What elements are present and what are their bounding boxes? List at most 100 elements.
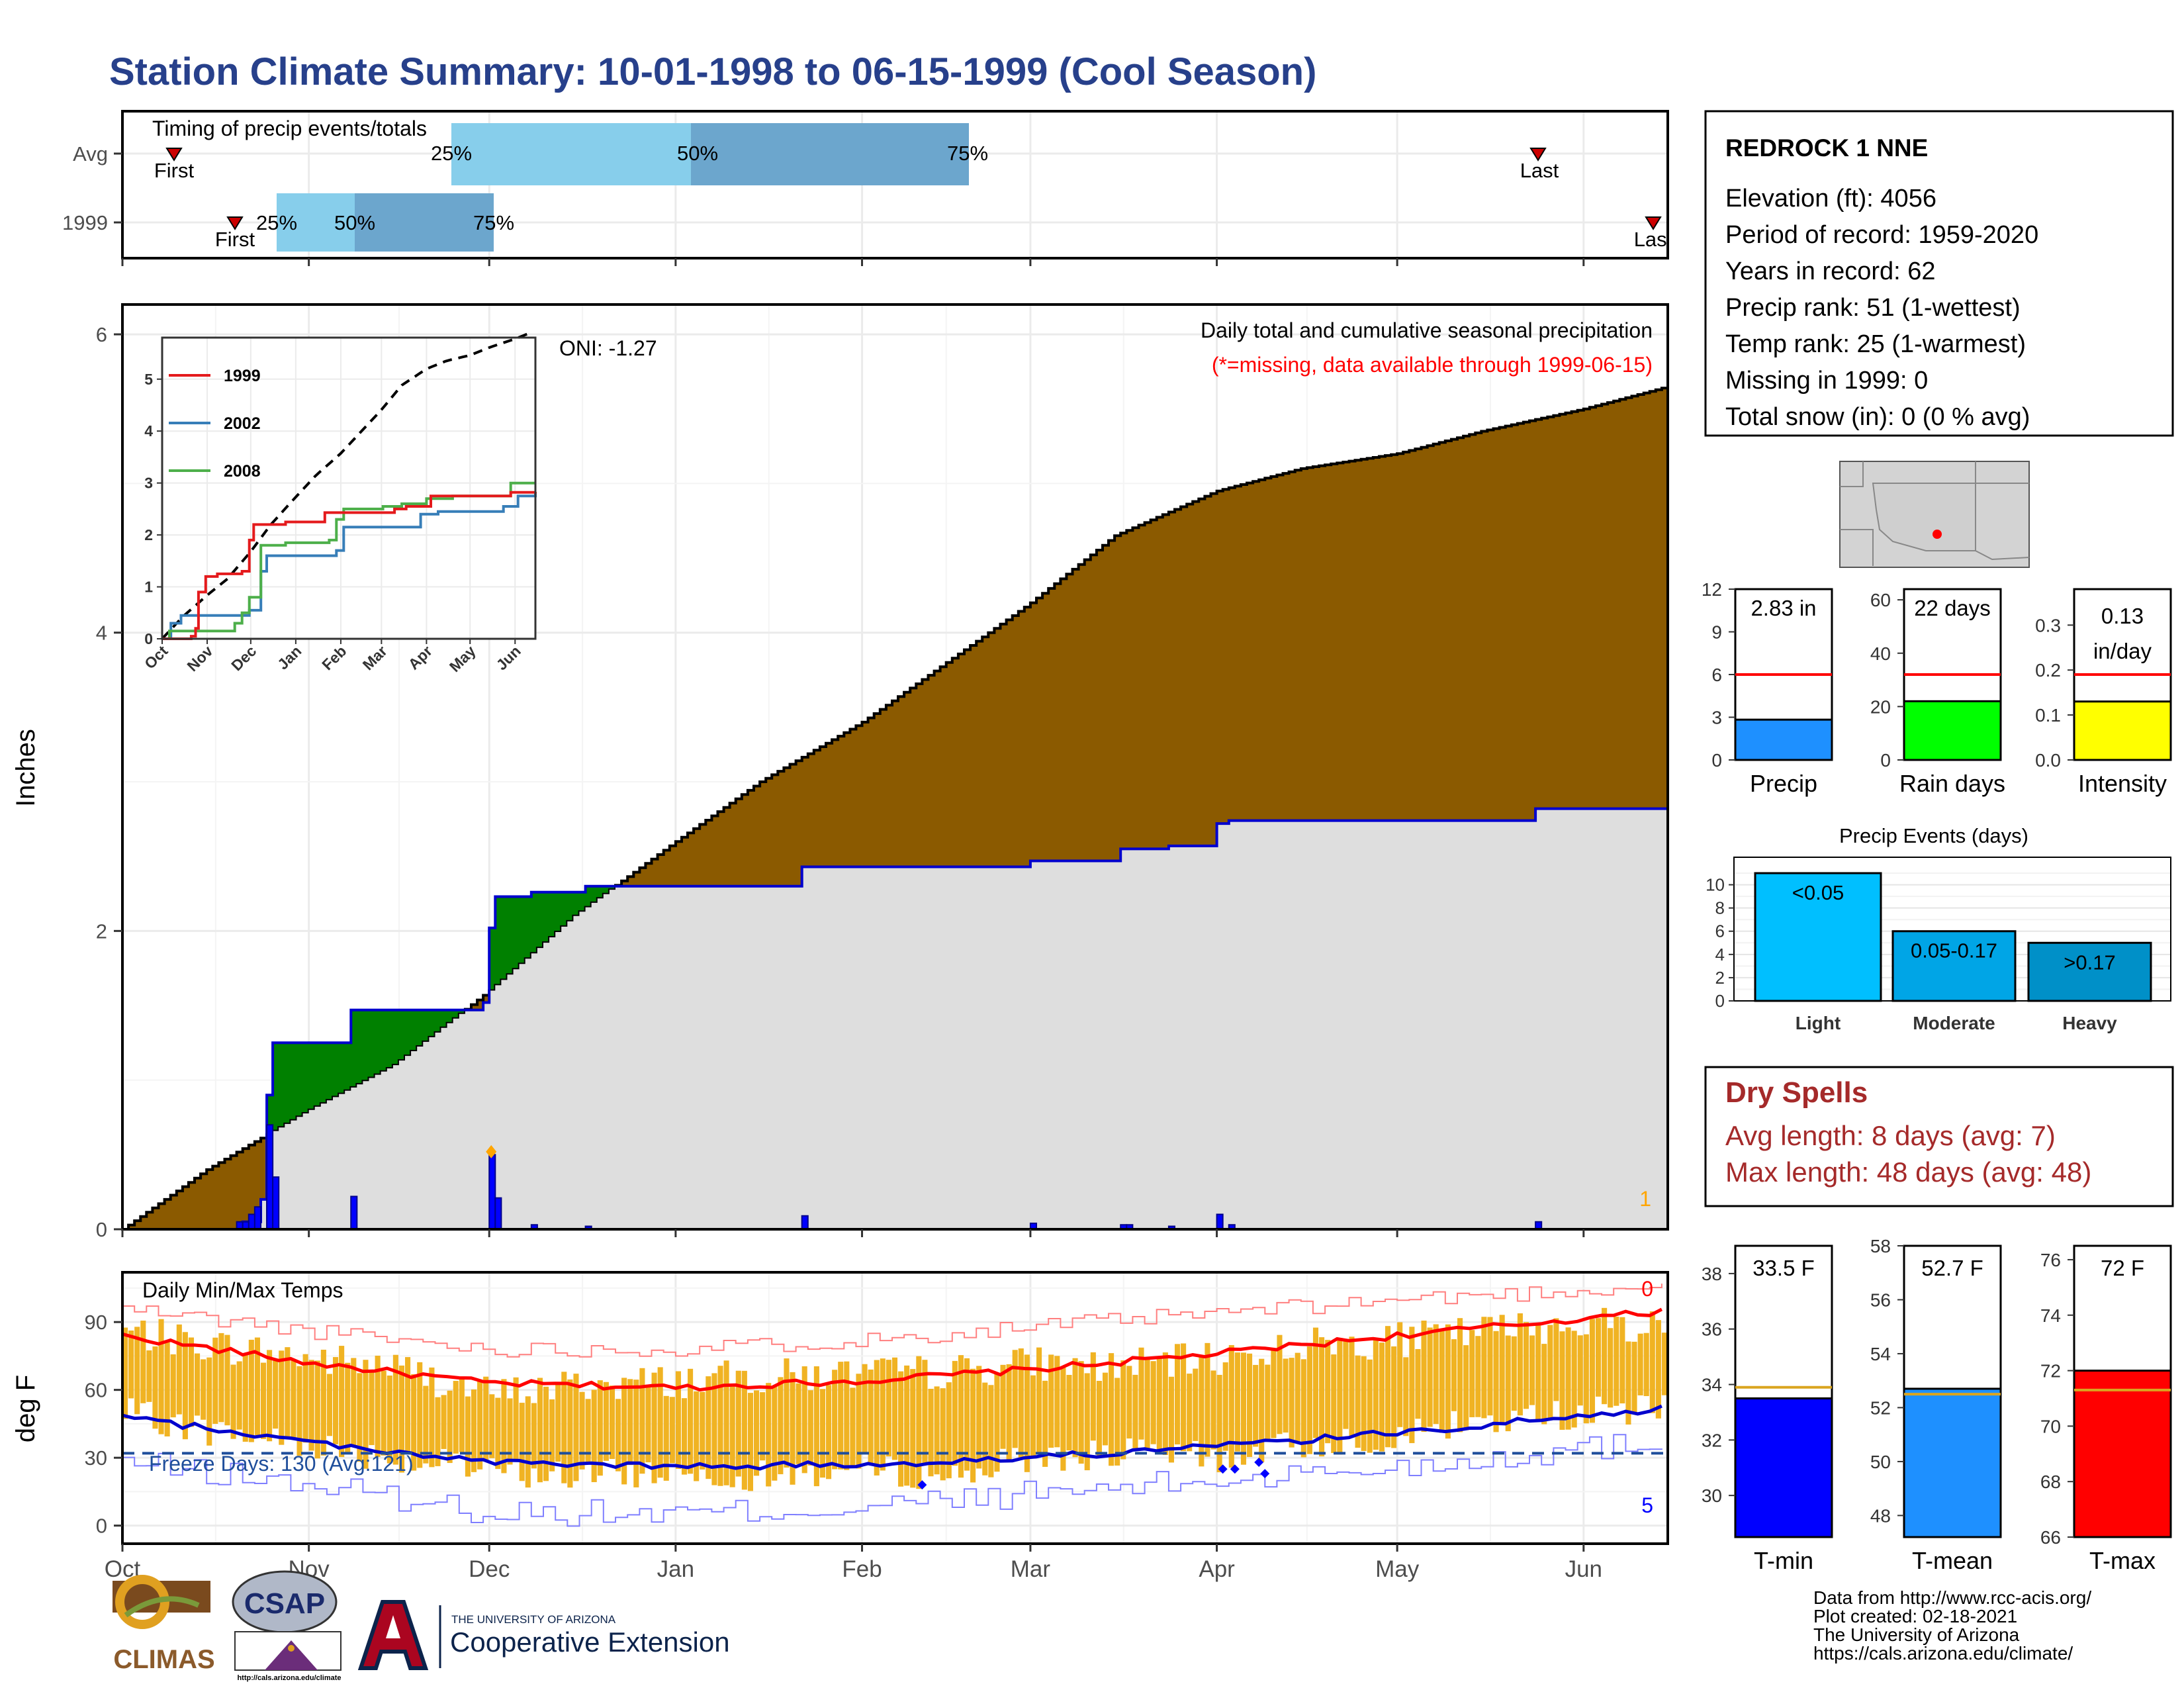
mini-bar-ytick-label: 0 — [1880, 750, 1891, 771]
daily-temp-bar — [922, 1360, 928, 1464]
temp-ytick-label: 90 — [85, 1311, 107, 1334]
temp-bar-value — [1903, 1387, 2002, 1538]
daily-temp-bar — [1289, 1358, 1295, 1448]
events-ytick-label: 2 — [1715, 968, 1725, 988]
daily-temp-bar — [1156, 1358, 1162, 1454]
temp-bar-ytick-label: 74 — [2040, 1305, 2061, 1326]
timing-panel: Timing of precip events/totals Avg 1999 … — [62, 110, 1669, 266]
inset-average-line — [161, 330, 533, 640]
daily-temp-bar — [1331, 1354, 1337, 1454]
temp-bar-ytick-label: 66 — [2040, 1527, 2061, 1548]
climas-logo: CLIMAS — [113, 1575, 215, 1674]
daily-temp-bar — [1247, 1353, 1253, 1457]
daily-temp-bar — [236, 1361, 242, 1430]
precip-panel-label: Daily total and cumulative seasonal prec… — [1201, 318, 1653, 342]
inset-ytick-label: 3 — [144, 475, 153, 492]
mini-bar-label: Precip — [1750, 770, 1817, 797]
dry-spells-avg: Avg length: 8 days (avg: 7) — [1725, 1120, 2056, 1151]
daily-temp-bar — [711, 1373, 717, 1485]
events-ytick-label: 10 — [1706, 875, 1725, 895]
daily-temp-bar — [375, 1356, 381, 1458]
daily-temp-bar — [1445, 1324, 1451, 1439]
daily-temp-bar — [1006, 1364, 1012, 1461]
inset-series-line — [162, 491, 537, 640]
daily-temp-bar — [1168, 1376, 1174, 1463]
daily-temp-bar — [1174, 1344, 1181, 1445]
precip-ytick-label: 0 — [96, 1218, 107, 1241]
observed-cumulative-area — [122, 807, 1668, 1229]
y1999-50-75-bar — [355, 193, 494, 252]
inset-series-line — [162, 493, 537, 640]
daily-temp-bar — [411, 1374, 417, 1471]
daily-temp-bar — [1649, 1311, 1655, 1413]
daily-temp-bar — [351, 1358, 357, 1446]
events-category-label: Light — [1796, 1013, 1841, 1033]
events-bar-label: >0.17 — [2064, 951, 2115, 974]
summary-mini-bars: 0 3 6 9 12 2.83 in Precip 0 20 40 60 22 days Rain da… — [1702, 579, 2172, 797]
avg-first-label: First — [154, 159, 195, 182]
daily-temp-bar — [1589, 1319, 1595, 1423]
daily-temp-bar — [891, 1357, 898, 1460]
temp-bar-value-label: 52.7 F — [1921, 1256, 1983, 1280]
daily-temp-bar — [1421, 1320, 1427, 1432]
temp-bar-ytick-label: 32 — [1702, 1430, 1722, 1450]
daily-temp-bar — [850, 1387, 856, 1466]
daily-precip-bar — [253, 1206, 261, 1231]
station-snow: Total snow (in): 0 (0 % avg) — [1725, 403, 2030, 431]
precip-ylabel: Inches — [11, 729, 40, 807]
footer-line-2: Plot created: 02-18-2021 — [1813, 1606, 2017, 1626]
daily-temp-bar — [1283, 1358, 1289, 1433]
record-max-line — [122, 1284, 1662, 1358]
mini-bar-value-label: 2.83 in — [1751, 596, 1816, 620]
daily-temp-bar — [555, 1382, 561, 1462]
daily-temp-bar — [1595, 1318, 1602, 1397]
daily-temp-bar — [507, 1398, 513, 1465]
daily-temp-bar — [898, 1371, 904, 1487]
daily-temp-bar — [982, 1382, 988, 1476]
daily-precip-bar — [1216, 1213, 1224, 1231]
daily-temp-bar — [916, 1356, 922, 1489]
daily-temp-bar — [1210, 1370, 1216, 1450]
daily-temp-bar — [1319, 1337, 1325, 1457]
temp-bar-ytick-label: 58 — [1870, 1236, 1891, 1256]
station-years: Years in record: 62 — [1725, 258, 1936, 285]
events-ytick-label: 8 — [1715, 898, 1725, 918]
daily-temp-bar — [357, 1373, 363, 1462]
avg-25-50-bar — [451, 123, 691, 185]
daily-temp-bar — [320, 1349, 326, 1456]
daily-temp-bar — [398, 1365, 405, 1473]
daily-temp-bar — [1602, 1307, 1608, 1405]
daily-temp-bar — [844, 1361, 850, 1470]
station-info-box: REDROCK 1 NNE Elevation (ft): 4056 Perio… — [1704, 110, 2174, 437]
daily-temp-bar — [561, 1372, 567, 1483]
daily-temp-bar — [537, 1378, 543, 1483]
daily-temp-bar — [988, 1385, 994, 1477]
daily-temp-bar — [1187, 1374, 1193, 1452]
daily-temp-bar — [1487, 1317, 1493, 1416]
daily-precip-bar — [494, 1197, 502, 1230]
mini-bar-value-label: 22 days — [1914, 596, 1991, 620]
daily-temp-bar — [1349, 1336, 1355, 1438]
temp-bar-label: T-max — [2089, 1547, 2156, 1574]
footer-line-4: https://cals.arizona.edu/climate/ — [1813, 1643, 2073, 1664]
daily-temp-bar — [387, 1375, 392, 1464]
daily-temp-bar — [766, 1383, 772, 1487]
locator-map — [1839, 461, 2030, 568]
daily-temp-bar — [1385, 1326, 1391, 1448]
daily-temp-bar — [573, 1374, 579, 1481]
daily-temp-bar — [1373, 1338, 1379, 1450]
temp-xtick-label: Feb — [842, 1556, 882, 1582]
timing-row-avg-label: Avg — [73, 142, 108, 165]
daily-temp-bar — [784, 1358, 790, 1468]
y1999-50-label: 50% — [334, 211, 375, 234]
daily-temp-bar — [369, 1372, 375, 1446]
daily-temp-bar — [1343, 1338, 1349, 1429]
daily-temp-bar — [267, 1350, 273, 1442]
mini-bar-ytick-label: 0.1 — [2035, 705, 2061, 726]
daily-temp-bar — [242, 1353, 248, 1442]
temp-bar-ytick-label: 48 — [1870, 1505, 1891, 1526]
daily-temp-bar — [285, 1347, 291, 1438]
station-period: Period of record: 1959-2020 — [1725, 221, 2038, 249]
record-low-marker — [1260, 1469, 1270, 1479]
